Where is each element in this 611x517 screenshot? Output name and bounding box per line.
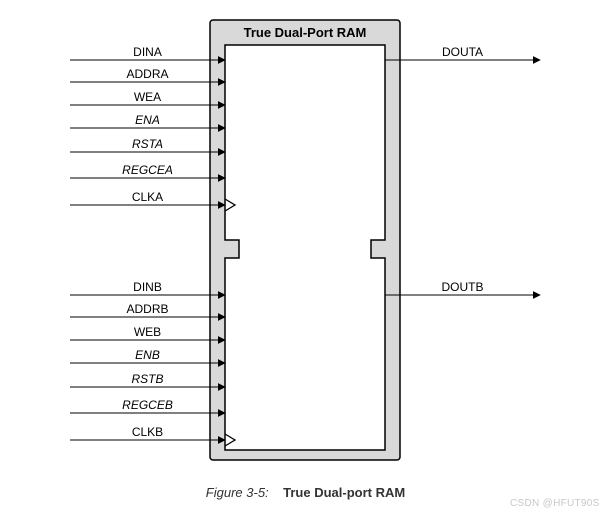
- signal-label: RSTB: [131, 372, 163, 386]
- signal-label: WEA: [134, 90, 161, 104]
- signal-label: ADDRA: [126, 67, 168, 81]
- signal-label: REGCEA: [122, 163, 173, 177]
- signal-label: DOUTB: [442, 280, 484, 294]
- inner-block: [225, 45, 385, 450]
- signal-label: REGCEB: [122, 398, 173, 412]
- signal-label: ADDRB: [126, 302, 168, 316]
- signal-label: DINA: [133, 45, 162, 59]
- signal-label: RSTA: [132, 137, 163, 151]
- signal-label: CLKA: [132, 190, 163, 204]
- signal-label: CLKB: [132, 425, 163, 439]
- figure-title: True Dual-port RAM: [283, 485, 405, 500]
- block-title: True Dual-Port RAM: [244, 25, 367, 40]
- signal-label: ENB: [135, 348, 160, 362]
- watermark-text: CSDN @HFUT90S: [510, 498, 600, 509]
- signal-label: ENA: [135, 113, 160, 127]
- signal-label: DINB: [133, 280, 162, 294]
- signal-label: WEB: [134, 325, 161, 339]
- signal-label: DOUTA: [442, 45, 483, 59]
- dual-port-ram-diagram: True Dual-Port RAM DINA ADDRA WEA ENA RSTA REG…: [0, 0, 611, 517]
- figure-label: Figure 3-5:: [206, 485, 269, 500]
